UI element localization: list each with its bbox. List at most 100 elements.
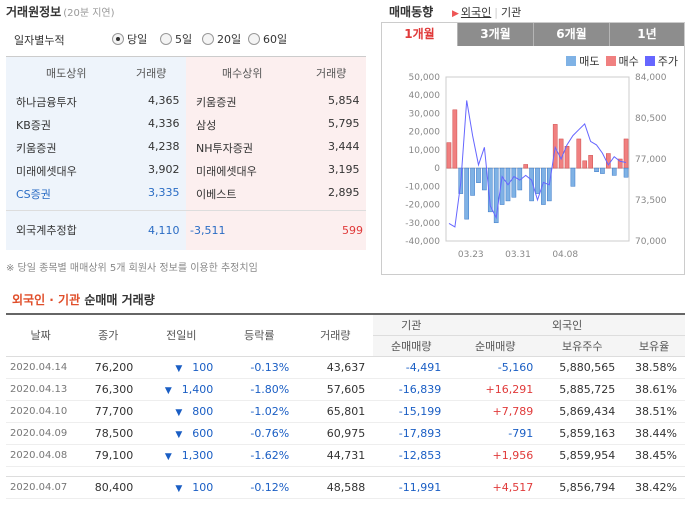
- sell-bar: [600, 167, 605, 174]
- close-cell: 76,200: [75, 356, 142, 379]
- volume-cell: 44,731: [297, 444, 374, 467]
- sell-bar: [594, 167, 599, 173]
- foreign-buy-volume: 599: [342, 224, 363, 237]
- buy-volume-header: 거래량: [316, 67, 347, 80]
- foreign-net-volume: -3,511: [190, 224, 226, 237]
- right-tick-label: 84,000: [635, 73, 667, 83]
- sell-broker-volume: 4,336: [148, 117, 180, 130]
- x-tick-label: 04.08: [552, 250, 578, 260]
- sell-broker-name[interactable]: 하나금융투자: [16, 96, 77, 109]
- col-change: 전일비: [141, 313, 222, 357]
- tab-3-months[interactable]: 3개월: [457, 23, 533, 46]
- radio-icon: [202, 33, 214, 45]
- volume-cell: 43,637: [297, 356, 374, 379]
- radio-label: 당일: [127, 33, 148, 46]
- close-cell: 76,300: [75, 378, 142, 401]
- buy-bar: [452, 109, 458, 169]
- right-tick-label: 77,000: [635, 155, 667, 165]
- left-tick-label: 50,000: [409, 73, 441, 83]
- close-cell: 80,400: [75, 476, 142, 499]
- buy-broker-name[interactable]: 삼성: [196, 119, 217, 132]
- change-value: 100: [192, 480, 214, 494]
- sell-broker-name[interactable]: 미래에셋대우: [16, 165, 77, 178]
- x-tick-label: 03.31: [505, 250, 531, 260]
- left-tick-label: 0: [434, 164, 440, 174]
- buy-broker-name[interactable]: 미래에셋대우: [196, 165, 257, 178]
- right-tick-label: 73,500: [635, 196, 667, 206]
- delay-note: (20분 지연): [63, 8, 115, 19]
- legend-label: 매수: [618, 55, 639, 68]
- buy-broker-volume: 3,195: [328, 163, 360, 176]
- sell-bar: [470, 167, 475, 196]
- sell-bar: [529, 167, 534, 202]
- left-tick-label: 40,000: [409, 91, 441, 101]
- period-tabs: 1개월 3개월 6개월 1년: [382, 23, 684, 46]
- left-tick-label: -40,000: [405, 237, 440, 247]
- foreign-hold-cell: 5,880,565: [541, 356, 624, 379]
- foreign-net-cell: +7,789: [449, 400, 542, 423]
- net-trading-table: 날짜 종가 전일비 등락률 거래량 기관 외국인 순매매량 순매매량 보유주수 …: [6, 313, 685, 499]
- sell-broker-volume: 3,902: [148, 163, 180, 176]
- left-tick-label: 10,000: [409, 146, 441, 156]
- sell-bar: [493, 167, 499, 224]
- col-date: 날짜: [6, 313, 76, 357]
- rate-cell: -0.76%: [221, 422, 298, 445]
- foreign-link[interactable]: 외국인: [460, 6, 492, 19]
- col-close: 종가: [75, 313, 142, 357]
- rate-cell: -0.12%: [221, 476, 298, 499]
- legend-label: 주가: [657, 55, 678, 68]
- left-tick-label: -20,000: [405, 201, 440, 211]
- buy-broker-name[interactable]: 키움증권: [196, 96, 237, 109]
- period-radio-today[interactable]: 당일: [112, 31, 147, 47]
- sell-bar: [482, 167, 487, 191]
- inst-net-cell: -12,853: [373, 444, 450, 467]
- date-cell: 2020.04.13: [6, 378, 76, 401]
- date-cell: 2020.04.07: [6, 476, 76, 499]
- sell-bar: [499, 167, 505, 205]
- sell-broker-name[interactable]: 키움증권: [16, 142, 57, 155]
- left-tick-label: 20,000: [409, 128, 441, 138]
- row-spacer: [6, 466, 685, 477]
- foreign-net-cell: +4,517: [449, 476, 542, 499]
- foreign-ratio-cell: 38.51%: [623, 400, 685, 423]
- broker-table: 매도상위 거래량 하나금융투자 4,365 KB증권 4,336 키움증권 4,…: [6, 56, 366, 250]
- rate-cell: -1.62%: [221, 444, 298, 467]
- col-group-foreign: 외국인: [449, 313, 685, 336]
- col-volume: 거래량: [297, 313, 374, 357]
- sell-broker-name[interactable]: CS증권: [16, 188, 51, 201]
- sell-broker-name[interactable]: KB증권: [16, 119, 51, 132]
- foreign-ratio-cell: 38.45%: [623, 444, 685, 467]
- foreign-total-label: 외국계추정합: [16, 224, 77, 237]
- period-radio-20d[interactable]: 20일: [202, 31, 241, 47]
- col-foreign-ratio: 보유율: [623, 335, 685, 357]
- change-value: 600: [192, 426, 214, 440]
- institution-link[interactable]: 기관: [501, 6, 522, 19]
- sell-bar: [464, 167, 469, 220]
- buy-bar: [588, 155, 593, 169]
- trade-trend-chart: 50,000 40,000 30,000 20,000 10,000 0 -10,000 -2…: [405, 73, 667, 260]
- sell-broker-volume: 4,238: [148, 140, 180, 153]
- table-row: 2020.04.08 79,100 ▼ 1,300 -1.62% 44,731 -12,85…: [6, 444, 685, 467]
- rate-cell: -0.13%: [221, 356, 298, 379]
- buy-top-column: 매수상위 거래량 키움증권 5,854 삼성 5,795 NH투자증권 3,44…: [186, 57, 366, 250]
- tab-1-year[interactable]: 1년: [609, 23, 684, 46]
- buy-broker-name[interactable]: NH투자증권: [196, 142, 253, 155]
- sell-top-column: 매도상위 거래량 하나금융투자 4,365 KB증권 4,336 키움증권 4,…: [6, 57, 186, 250]
- period-selector: 일자별누적 당일 5일 20일 60일: [6, 26, 366, 52]
- down-arrow-icon: ▼: [175, 483, 183, 494]
- date-cell: 2020.04.09: [6, 422, 76, 445]
- radio-label: 20일: [217, 33, 242, 46]
- col-foreign-net: 순매매량: [449, 335, 542, 357]
- tab-6-months[interactable]: 6개월: [533, 23, 609, 46]
- tab-1-month[interactable]: 1개월: [382, 23, 457, 46]
- down-arrow-icon: ▼: [175, 407, 183, 418]
- period-radio-5d[interactable]: 5일: [160, 31, 192, 47]
- change-value: 1,400: [181, 382, 214, 396]
- down-arrow-icon: ▼: [175, 363, 183, 374]
- buy-bar: [623, 138, 629, 169]
- right-tick-label: 80,500: [635, 114, 667, 124]
- period-radio-60d[interactable]: 60일: [248, 31, 287, 47]
- buy-broker-name[interactable]: 이베스트: [196, 188, 237, 201]
- net-title-highlight: 외국인 · 기관: [12, 293, 81, 307]
- foreign-net-cell: +1,956: [449, 444, 542, 467]
